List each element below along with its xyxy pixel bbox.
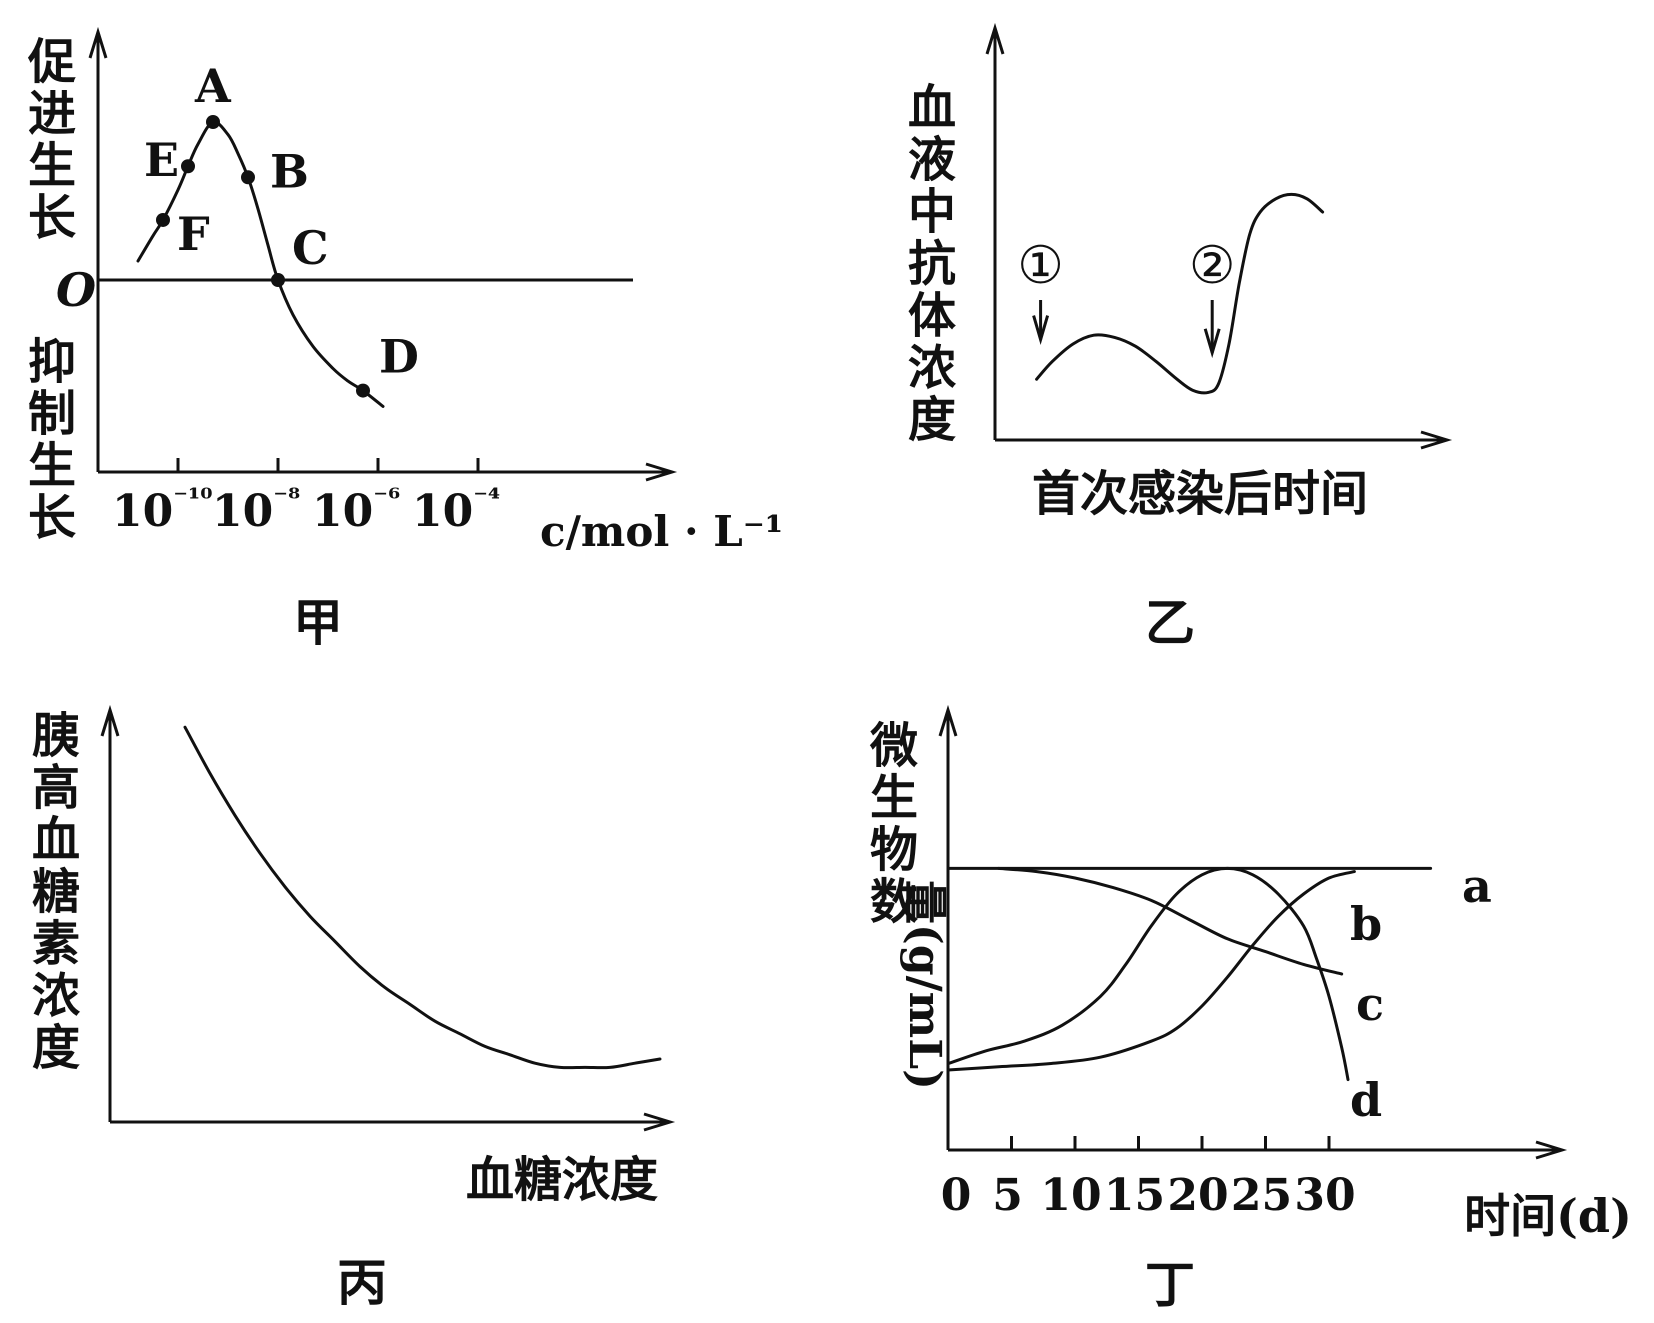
y-label-char: 中 (908, 184, 956, 240)
point-label-B: B (270, 144, 309, 198)
y-label-top-char: 生 (28, 138, 76, 194)
series-d-label: d (1350, 1073, 1382, 1127)
point-label-F: F (177, 207, 210, 261)
series-b-label: b (1350, 897, 1382, 951)
point-label-C: C (292, 221, 329, 275)
series-b-line (946, 870, 1356, 1072)
y-label-char: 素 (32, 916, 80, 972)
y-label-char: 血 (908, 80, 956, 136)
series-c-line (997, 866, 1344, 976)
y-label-char: 度 (908, 392, 956, 448)
y-label-char: 体 (908, 288, 956, 344)
y-label-char: 血 (32, 812, 80, 868)
y-label-unit: 量(g/mL) (899, 880, 950, 1090)
origin-label: O (56, 263, 96, 317)
point-C (271, 273, 285, 287)
point-E (181, 159, 195, 174)
marker-label-1: ① (1017, 236, 1064, 296)
y-axis-arrow (88, 26, 108, 59)
point-D (356, 383, 370, 398)
x-tick-label: 10⁻⁸ (212, 482, 300, 537)
y-label-char: 微 (869, 718, 918, 774)
y-label-bottom-char: 抑 (28, 334, 76, 390)
point-A (206, 115, 220, 129)
y-label-char: 生 (870, 770, 918, 826)
y-label-bottom-char: 生 (28, 438, 76, 494)
y-label-char: 度 (32, 1020, 80, 1076)
y-label-char: 浓 (908, 340, 957, 396)
x-axis-arrow (1535, 1140, 1568, 1160)
y-label-top-char: 长 (28, 190, 76, 246)
y-label-char: 液 (908, 132, 956, 188)
x-tick-label: 15 (1104, 1170, 1165, 1221)
y-label-char: 数 (870, 874, 918, 930)
y-label-char: 浓 (32, 968, 81, 1024)
x-tick-label: 10⁻⁴ (412, 482, 500, 537)
y-axis-arrow (100, 704, 120, 737)
y-label-top-char: 促 (27, 34, 76, 90)
caption-ding: 丁 (1145, 1255, 1195, 1314)
caption-yi: 乙 (1145, 593, 1195, 652)
x-axis-arrow (643, 1112, 676, 1132)
point-label-A: A (194, 59, 232, 113)
y-label-char: 胰 (32, 708, 80, 764)
antibody-curve (1035, 192, 1325, 395)
x-axis-arrow (645, 462, 678, 482)
y-label-bottom-char: 长 (28, 490, 76, 546)
x-axis-arrow (1420, 430, 1453, 450)
point-label-D: D (379, 330, 419, 384)
x-tick-label: 10⁻¹⁰ (112, 482, 213, 537)
y-axis-arrow (938, 704, 958, 737)
series-d-line (946, 866, 1350, 1082)
x-tick-label: 30 (1294, 1170, 1355, 1221)
caption-jia: 甲 (293, 593, 343, 652)
glucagon-curve (183, 725, 662, 1070)
x-tick-label: 20 (1167, 1170, 1228, 1221)
caption-bing: 丙 (337, 1253, 387, 1312)
x-tick-label: 0 (941, 1170, 972, 1221)
point-B (241, 170, 255, 185)
x-tick-label: 5 (992, 1170, 1023, 1221)
y-label-char: 抗 (908, 236, 956, 292)
y-label-char: 物 (870, 822, 918, 878)
x-tick-label: 10 (1040, 1170, 1101, 1221)
marker-label-2: ② (1189, 236, 1236, 296)
y-label-char: 高 (32, 760, 80, 816)
x-tick-label: 25 (1231, 1170, 1292, 1221)
x-axis-label: 时间(d) (1464, 1189, 1632, 1243)
series-a-label: a (1462, 859, 1492, 913)
y-label-top-char: 进 (28, 86, 76, 142)
marker-arrowhead-2 (1203, 328, 1221, 359)
point-label-E: E (144, 133, 179, 187)
y-label-bottom-char: 制 (28, 386, 76, 442)
x-axis-label: 血糖浓度 (466, 1152, 658, 1208)
y-label-char: 糖 (32, 864, 80, 920)
y-axis-arrow (985, 22, 1005, 55)
x-axis-label: c/mol · L⁻¹ (540, 507, 783, 556)
point-F (156, 212, 170, 227)
x-tick-label: 10⁻⁶ (312, 482, 400, 537)
x-axis-label: 首次感染后时间 (1032, 466, 1368, 522)
marker-arrowhead-1 (1032, 315, 1050, 345)
series-c-label: c (1356, 977, 1384, 1031)
